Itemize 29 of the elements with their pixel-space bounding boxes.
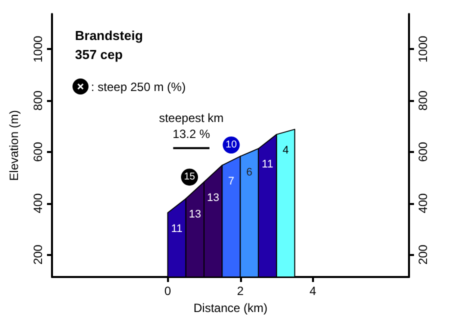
y2-tick-label: 800 [416,90,430,111]
y2-tick-label: 600 [416,142,430,162]
annotation: 4 [282,144,289,156]
annotation: 11 [171,222,183,235]
annotation: 15 [184,172,196,183]
x-tick-label: 0 [164,284,172,298]
y-tick-label: 1000 [31,36,45,63]
x-tick-label: 4 [310,284,317,298]
annotation: steepest km [158,111,224,126]
annotation: 13 [188,208,202,221]
text: 357 cep [75,47,123,62]
annotation: 7 [228,175,234,188]
annotation: 6 [246,166,252,178]
x-tick-label: 2 [236,284,244,298]
y2-tick-label: 1000 [416,36,430,63]
annotation: : steep 250 m (%) [91,80,186,94]
y-tick-label: 200 [31,244,45,265]
y2-tick-label: 400 [416,192,430,214]
annotation: 11 [262,158,274,171]
text: Brandsteig [75,28,143,43]
y-axis-title: Elevation (m) [7,110,21,181]
x-axis-title: Distance (km) [193,300,268,315]
y2-tick-label: 200 [416,244,430,265]
y-tick-label: 600 [31,142,45,162]
annotation: 10 [226,139,238,150]
y-tick-label: 800 [31,90,45,111]
annotation: 13 [206,192,220,204]
y-tick-label: 400 [31,192,45,214]
annotation: 13.2 % [172,127,210,142]
